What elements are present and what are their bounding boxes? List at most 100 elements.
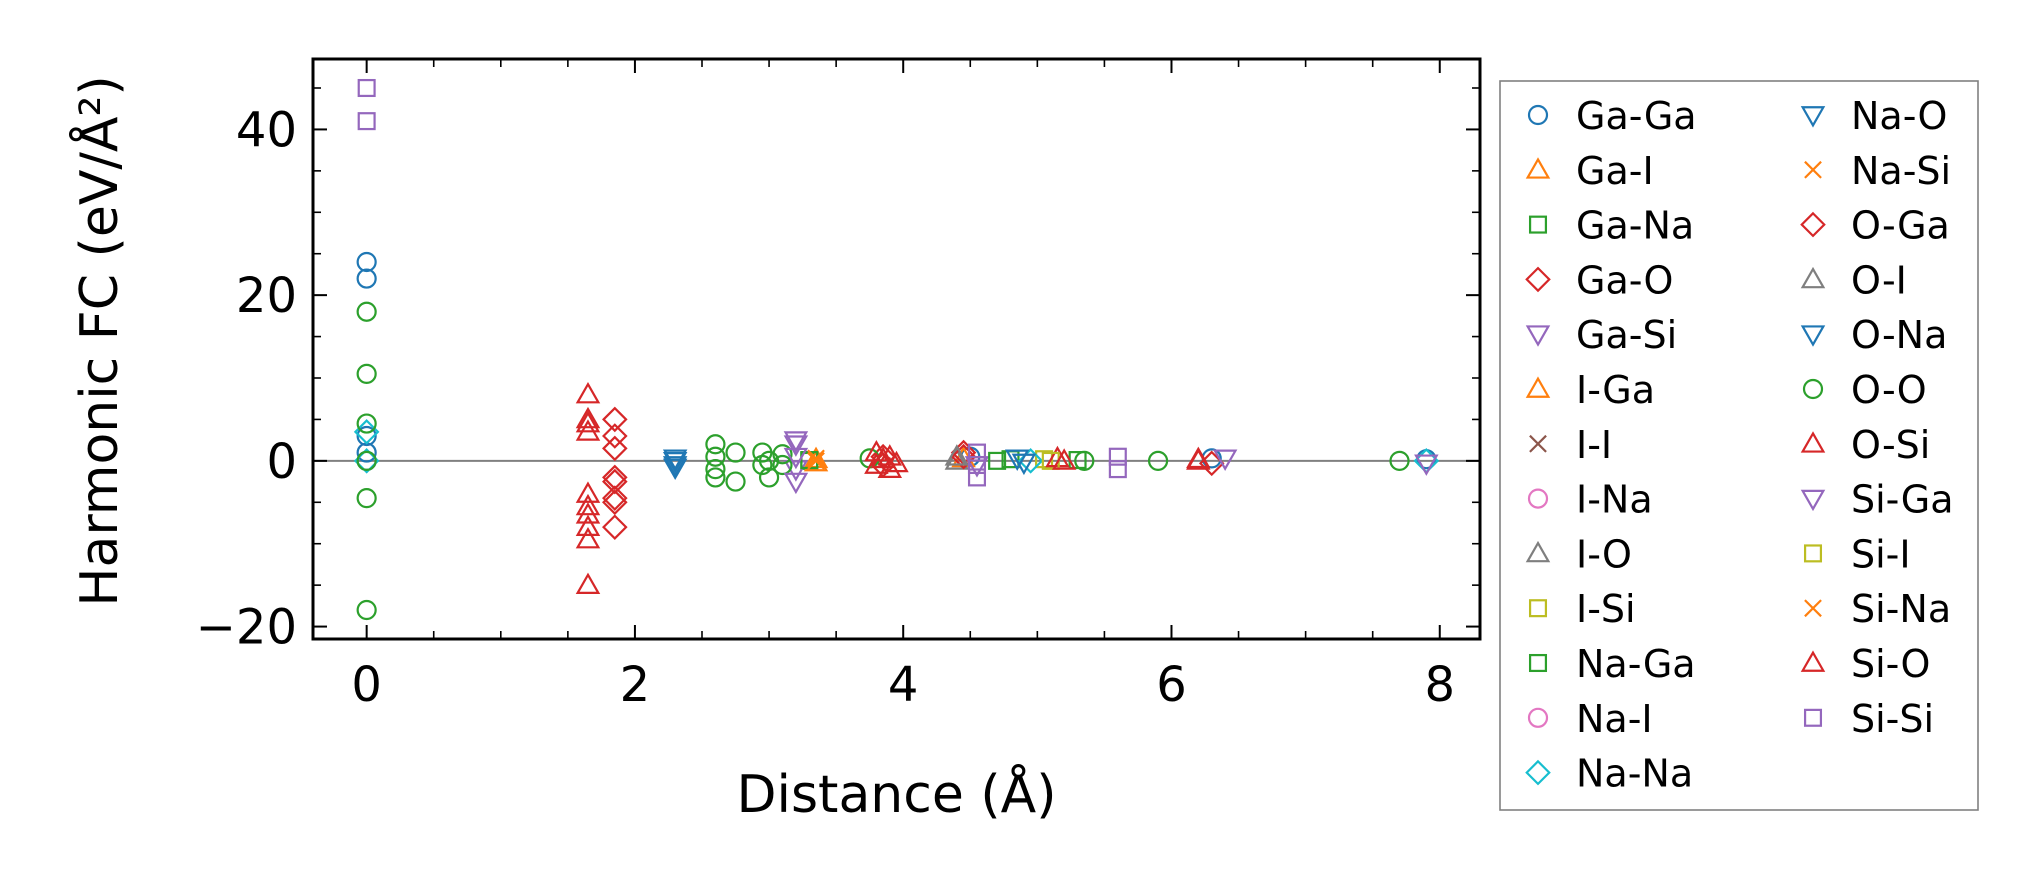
data-point [783, 435, 809, 457]
data-point [356, 251, 377, 273]
y-tick-label: 40 [236, 102, 297, 158]
data-point [725, 442, 746, 463]
data-point [884, 450, 909, 473]
data-point [783, 431, 809, 453]
data-point [356, 599, 377, 621]
y-axis-label: Harmonic FC (eV/Å²) [68, 75, 130, 606]
data-point [356, 363, 377, 384]
data-point [357, 112, 376, 131]
x-tick-label: 6 [1156, 657, 1187, 713]
legend-marker [1527, 488, 1549, 509]
x-tick-label: 0 [351, 657, 382, 713]
legend-label: I-Na [1576, 478, 1653, 522]
legend-label: O-Na [1851, 313, 1947, 357]
x-tick-label: 8 [1424, 657, 1455, 713]
legend: Ga-Ga Ga-I Ga-Na Ga-O Ga-Si I-Ga I-I I-Na I-O I-S… [1499, 80, 1979, 811]
legend-marker [1800, 266, 1826, 289]
data-point [944, 448, 970, 470]
data-point [783, 447, 809, 470]
legend-label: Si-Na [1851, 587, 1951, 631]
legend-label: Na-Si [1851, 149, 1951, 193]
data-point [1004, 449, 1030, 471]
data-point [967, 455, 987, 475]
legend-label: O-Si [1851, 423, 1930, 467]
data-point [357, 78, 376, 98]
legend-marker [1803, 544, 1823, 563]
legend-marker [1528, 215, 1548, 234]
data-point [988, 451, 1007, 470]
data-point [602, 406, 628, 433]
data-point [356, 425, 377, 447]
x-tick-label: 4 [888, 657, 919, 713]
legend-marker [1804, 599, 1822, 618]
legend-marker [1800, 489, 1826, 512]
legend-label: O-Ga [1851, 204, 1950, 248]
y-tick-label: −20 [196, 600, 297, 656]
legend-label: Si-Si [1851, 697, 1934, 741]
legend-label: Ga-O [1576, 258, 1673, 302]
data-point [1051, 448, 1077, 470]
data-point [575, 493, 601, 516]
y-tick-label: 20 [236, 268, 297, 324]
data-point [602, 485, 628, 511]
data-point [602, 464, 628, 491]
data-point [1045, 445, 1070, 468]
legend-marker [1525, 157, 1551, 179]
legend-marker [1525, 266, 1551, 293]
legend-label: O-O [1851, 368, 1927, 412]
data-point [705, 459, 726, 480]
data-point [870, 446, 896, 469]
data-point [602, 514, 628, 540]
legend-label: I-O [1576, 532, 1632, 576]
data-point [944, 444, 970, 466]
data-point [356, 268, 377, 289]
data-point [967, 443, 987, 462]
legend-marker [1800, 106, 1826, 128]
data-point [772, 444, 793, 465]
legend-marker [1525, 376, 1551, 398]
data-point [662, 458, 688, 481]
legend-label: O-I [1851, 258, 1907, 302]
legend-marker [1528, 599, 1548, 618]
data-point [575, 527, 601, 549]
data-point [356, 413, 377, 434]
legend-label: Na-O [1851, 94, 1947, 138]
legend-label: Na-I [1576, 697, 1653, 741]
data-point [758, 467, 780, 488]
legend-marker [1529, 434, 1547, 453]
legend-label: Ga-I [1576, 149, 1654, 193]
plot-frame [311, 57, 1482, 641]
legend-label: Ga-Na [1576, 204, 1694, 248]
data-point [575, 502, 601, 524]
legend-marker [1802, 378, 1824, 400]
data-point [705, 434, 726, 455]
data-point [575, 382, 601, 404]
data-marks [313, 78, 1480, 621]
data-point [807, 449, 825, 468]
legend-label: Si-Ga [1851, 478, 1954, 522]
data-point [950, 443, 977, 470]
y-tick-label: 0 [266, 434, 297, 490]
legend-label: Na-Ga [1576, 642, 1696, 686]
data-point [1147, 450, 1169, 471]
data-point [356, 301, 377, 322]
data-point [705, 467, 726, 488]
data-point [1389, 450, 1410, 471]
data-point [575, 481, 601, 503]
data-point [602, 468, 628, 495]
data-point [1011, 453, 1037, 476]
data-point [602, 489, 628, 516]
data-point [662, 456, 688, 478]
legend-marker [1525, 759, 1551, 786]
data-point [1108, 447, 1127, 466]
data-point [803, 449, 829, 472]
x-axis-label: Distance (Å) [736, 763, 1056, 825]
data-point [575, 572, 601, 595]
legend-marker [1800, 211, 1826, 238]
legend-marker [1527, 104, 1549, 126]
legend-marker [1525, 325, 1551, 347]
legend-marker [1527, 707, 1549, 728]
data-point [1414, 454, 1439, 476]
